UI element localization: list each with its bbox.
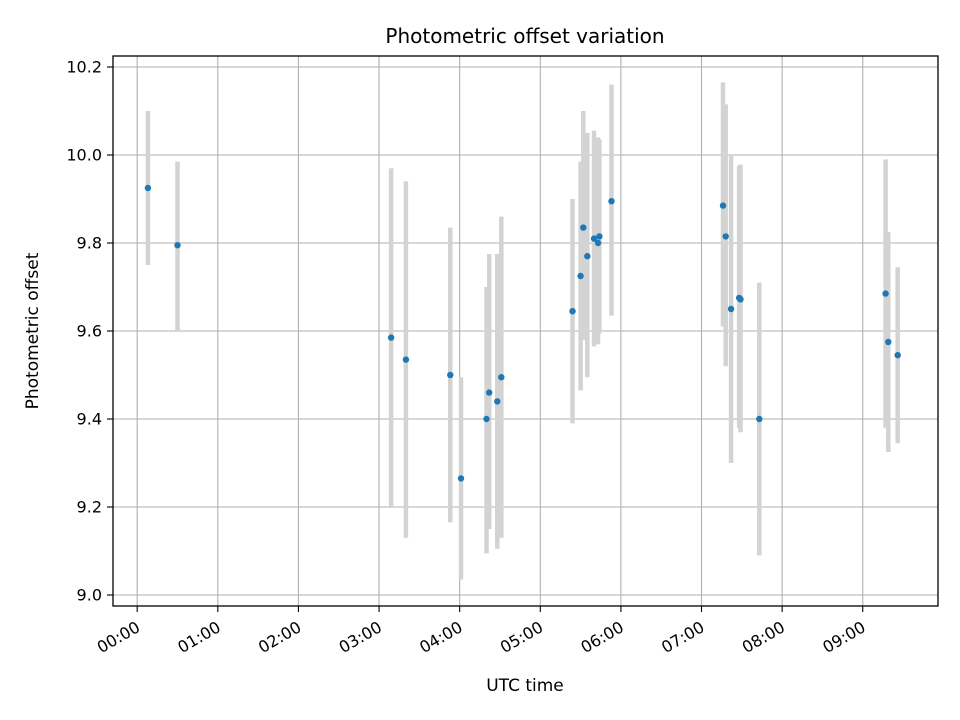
chart-title: Photometric offset variation: [385, 24, 664, 48]
data-point: [144, 184, 152, 192]
y-tick-label: 9.6: [77, 322, 102, 341]
data-point: [494, 398, 501, 405]
data-point: [882, 290, 889, 297]
data-point: [569, 308, 576, 315]
data-point: [596, 233, 603, 240]
data-point: [722, 233, 729, 240]
data-point: [756, 415, 763, 423]
y-tick-label: 9.0: [77, 586, 102, 605]
data-point: [594, 239, 602, 247]
data-point: [402, 356, 410, 363]
data-point: [590, 235, 598, 242]
data-point: [584, 253, 591, 260]
y-tick-label: 9.8: [77, 234, 102, 253]
y-tick-label: 10.0: [66, 146, 102, 165]
data-point: [608, 198, 615, 205]
data-point: [719, 202, 727, 209]
data-point: [577, 272, 584, 280]
data-point: [486, 389, 493, 396]
data-point: [447, 371, 454, 379]
grid: [113, 56, 938, 606]
data-point: [885, 338, 892, 346]
y-tick-label: 9.2: [77, 498, 102, 517]
data-point: [174, 242, 181, 249]
y-axis-label: Photometric offset: [23, 252, 43, 409]
data-point: [498, 374, 505, 381]
data-point: [894, 352, 901, 359]
data-point: [737, 296, 744, 303]
data-point: [483, 415, 490, 423]
y-tick-label: 9.4: [77, 410, 102, 429]
data-point: [580, 224, 587, 231]
data-point: [457, 475, 465, 482]
y-tick-label: 10.2: [66, 58, 102, 77]
data-point: [727, 305, 735, 313]
x-axis-label: UTC time: [486, 676, 564, 696]
data-point: [387, 334, 395, 341]
y-axis-ticks: 9.0 9.2 9.4 9.6 9.8 10.0 10.2: [66, 58, 113, 605]
data-points: [144, 184, 901, 482]
